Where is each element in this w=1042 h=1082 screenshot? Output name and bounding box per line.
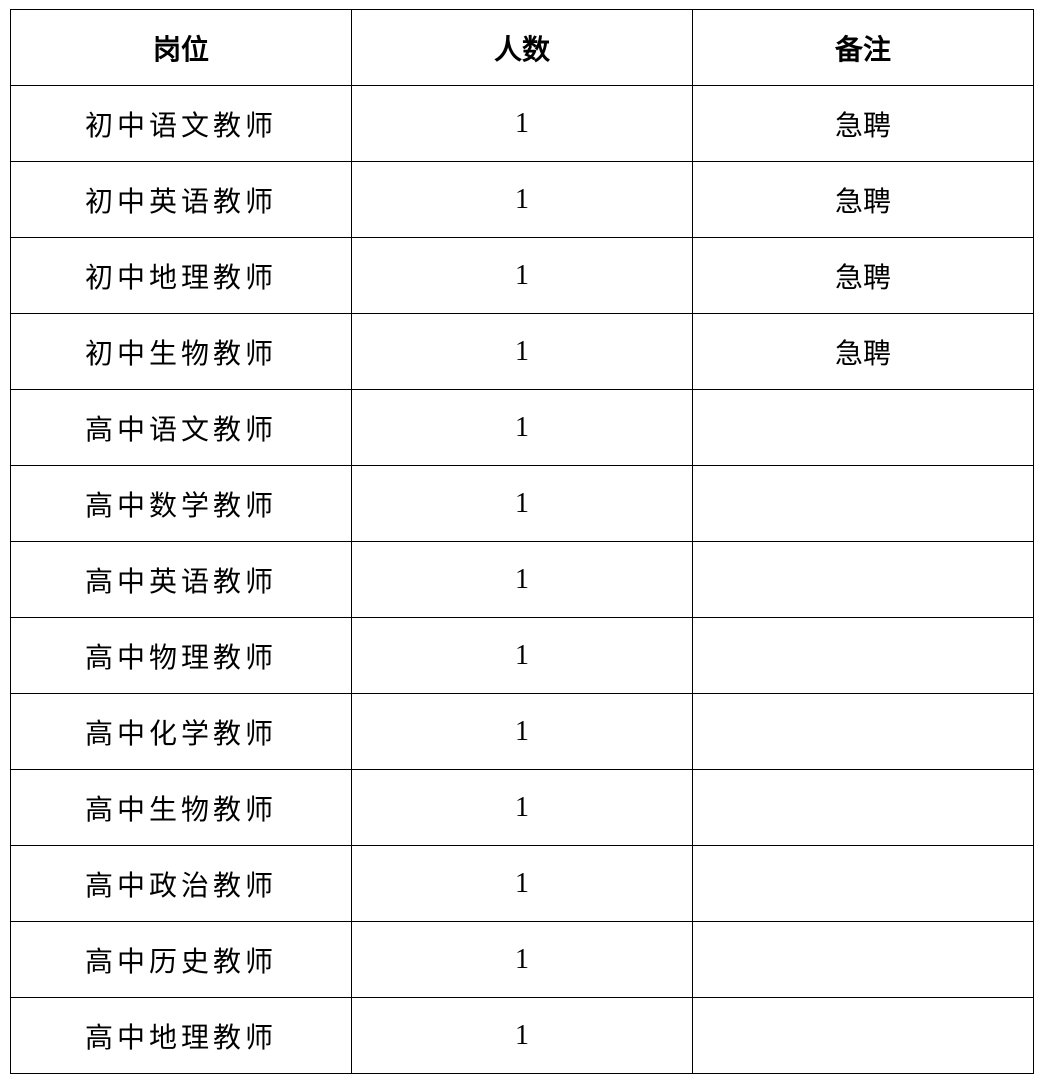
table-row: 高中地理教师 1	[10, 997, 1034, 1074]
cell-note	[692, 465, 1034, 542]
table-row: 高中政治教师 1	[10, 845, 1034, 922]
cell-note	[692, 845, 1034, 922]
cell-note	[692, 693, 1034, 770]
cell-position: 初中英语教师	[10, 161, 352, 238]
cell-note	[692, 921, 1034, 998]
header-note: 备注	[692, 9, 1034, 86]
cell-note	[692, 389, 1034, 466]
cell-count: 1	[351, 465, 693, 542]
cell-position: 高中地理教师	[10, 997, 352, 1074]
header-position: 岗位	[10, 9, 352, 86]
cell-count: 1	[351, 845, 693, 922]
table-row: 高中语文教师 1	[10, 389, 1034, 466]
cell-count: 1	[351, 693, 693, 770]
cell-position: 高中语文教师	[10, 389, 352, 466]
cell-position: 高中英语教师	[10, 541, 352, 618]
table-row: 高中英语教师 1	[10, 541, 1034, 618]
cell-count: 1	[351, 921, 693, 998]
header-count: 人数	[351, 9, 693, 86]
cell-count: 1	[351, 617, 693, 694]
cell-count: 1	[351, 85, 693, 162]
table-row: 高中历史教师 1	[10, 921, 1034, 998]
table-row: 高中数学教师 1	[10, 465, 1034, 542]
cell-note	[692, 769, 1034, 846]
cell-note	[692, 997, 1034, 1074]
table-row: 初中英语教师 1 急聘	[10, 161, 1034, 238]
cell-count: 1	[351, 769, 693, 846]
table-row: 高中化学教师 1	[10, 693, 1034, 770]
cell-note	[692, 617, 1034, 694]
cell-count: 1	[351, 313, 693, 390]
cell-note: 急聘	[692, 161, 1034, 238]
cell-count: 1	[351, 237, 693, 314]
cell-position: 高中生物教师	[10, 769, 352, 846]
cell-count: 1	[351, 997, 693, 1074]
cell-position: 初中语文教师	[10, 85, 352, 162]
cell-position: 高中化学教师	[10, 693, 352, 770]
header-row: 岗位 人数 备注	[10, 9, 1034, 86]
cell-position: 高中数学教师	[10, 465, 352, 542]
cell-position: 初中生物教师	[10, 313, 352, 390]
table-row: 高中物理教师 1	[10, 617, 1034, 694]
cell-note: 急聘	[692, 85, 1034, 162]
cell-note: 急聘	[692, 237, 1034, 314]
cell-position: 高中物理教师	[10, 617, 352, 694]
table-row: 初中生物教师 1 急聘	[10, 313, 1034, 390]
positions-table: 岗位 人数 备注 初中语文教师 1 急聘 初中英语教师 1 急聘 初中地理教师 1 急聘 初中生物…	[10, 9, 1034, 1074]
cell-count: 1	[351, 161, 693, 238]
cell-note: 急聘	[692, 313, 1034, 390]
cell-position: 高中历史教师	[10, 921, 352, 998]
cell-count: 1	[351, 541, 693, 618]
table-row: 高中生物教师 1	[10, 769, 1034, 846]
cell-position: 初中地理教师	[10, 237, 352, 314]
cell-note	[692, 541, 1034, 618]
cell-position: 高中政治教师	[10, 845, 352, 922]
table-row: 初中地理教师 1 急聘	[10, 237, 1034, 314]
cell-count: 1	[351, 389, 693, 466]
table-row: 初中语文教师 1 急聘	[10, 85, 1034, 162]
